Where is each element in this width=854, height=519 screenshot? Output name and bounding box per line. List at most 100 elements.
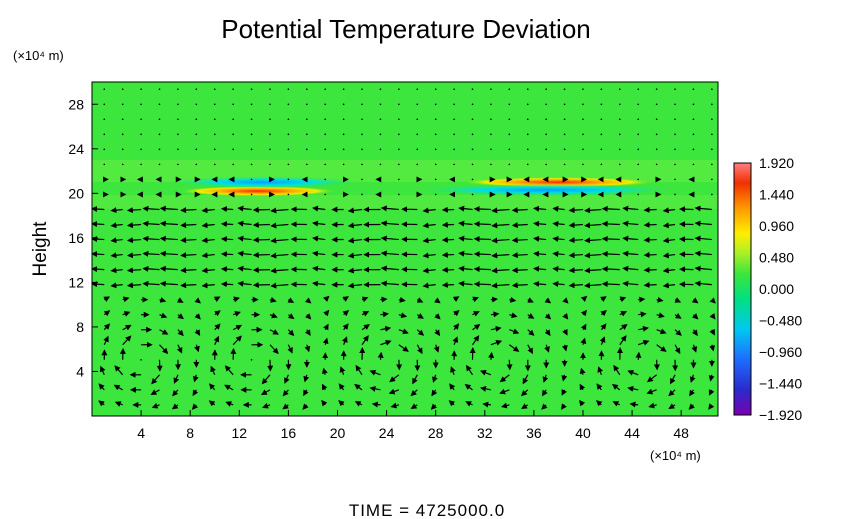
vector-arrow [232,311,241,317]
vector-arrow [619,296,627,303]
colorbar-label: 0.000 [759,281,794,297]
vector-arrow [544,329,551,337]
vector-dot [379,118,382,121]
vector-dot [306,118,308,121]
vector-arrow [347,282,363,289]
x-ticks: 4 8 12 16 20 24 28 32 36 40 44 48 [137,410,689,441]
vector-dot [471,148,474,151]
vector-arrow [422,237,436,244]
vector-arrow [92,281,105,288]
vector-arrow [490,296,499,303]
vector-dot [306,103,308,106]
vector-dot [545,148,547,151]
vector-dot [490,88,492,91]
vector-dot [692,103,695,106]
vector-arrow [380,311,389,318]
vector-arrow [388,388,400,395]
vector-arrow [220,221,234,228]
vector-arrow [92,221,105,228]
vector-arrow [541,389,548,397]
vector-arrow [237,220,252,227]
vector-arrow [142,265,160,272]
vector-arrow [580,323,587,331]
vector-arrow [692,313,699,320]
vector-arrow [656,328,667,335]
vector-dot [324,193,327,196]
vector-arrow [194,344,200,353]
vector-arrow [480,369,492,376]
vector-arrow [490,311,500,318]
vector-arrow [214,310,221,317]
vector-arrow [98,400,105,407]
vector-dot [526,103,529,106]
x-tick-label: 32 [477,425,493,441]
vector-dot [526,118,529,121]
time-label: TIME = 4725000.0 [349,501,505,519]
vector-arrow [180,252,197,259]
colorbar-label: −1.920 [759,407,802,423]
vector-arrow [304,344,311,353]
vector-dot [306,133,308,136]
vector-dot [324,88,327,91]
vector-arrow [142,220,160,227]
plot-field [92,82,718,416]
vector-dot [471,193,474,196]
vector-arrow [380,250,399,257]
vector-arrow [416,344,423,355]
vector-arrow [390,402,400,409]
vector-arrow [472,296,479,303]
vector-arrow [270,267,289,274]
vector-dot [177,163,179,166]
vector-dot [490,163,492,166]
vector-arrow [416,313,424,319]
vector-arrow [656,312,665,319]
vector-arrow [432,374,438,383]
vector-dot [342,118,345,121]
vector-arrow [552,235,565,242]
vector-dot [582,163,584,166]
vector-dot [637,88,640,91]
vector-dot [471,133,474,136]
vector-arrow [568,237,584,244]
x-tick-label: 24 [379,425,395,441]
vector-arrow [453,310,460,317]
vector-arrow [458,280,473,287]
vector-arrow [122,311,131,317]
vector-arrow [172,389,179,397]
vector-arrow [449,383,456,391]
vector-dot [600,88,603,91]
vector-arrow [674,344,681,355]
vector-dot [379,103,382,106]
vector-dot [103,148,106,151]
vector-arrow [473,281,491,288]
colorbar [733,162,752,416]
vector-dot [379,88,382,91]
vector-dot [600,163,603,166]
vector-dot [250,88,253,91]
y-tick-label: 16 [68,230,84,246]
vector-dot [177,133,179,136]
vector-arrow [662,222,676,229]
vector-arrow [194,297,201,304]
vector-dot [213,118,216,121]
vector-arrow [270,222,289,229]
vector-arrow [142,235,160,242]
vector-dot [232,118,234,121]
vector-dot [379,163,382,166]
vector-arrow [237,265,252,272]
vector-arrow [488,351,495,360]
vector-arrow [511,267,528,274]
vector-dot [103,103,106,106]
vector-arrow [627,385,639,392]
vector-arrow [304,329,311,336]
vector-arrow [511,207,528,214]
vector-dot [416,118,419,121]
vector-dot [674,193,676,196]
vector-arrow [312,205,326,212]
vector-dot [453,163,455,166]
vector-arrow [252,251,271,258]
vector-dot [582,148,584,151]
vector-arrow [159,205,178,212]
vector-arrow [142,205,160,212]
vector-dot [361,163,363,166]
